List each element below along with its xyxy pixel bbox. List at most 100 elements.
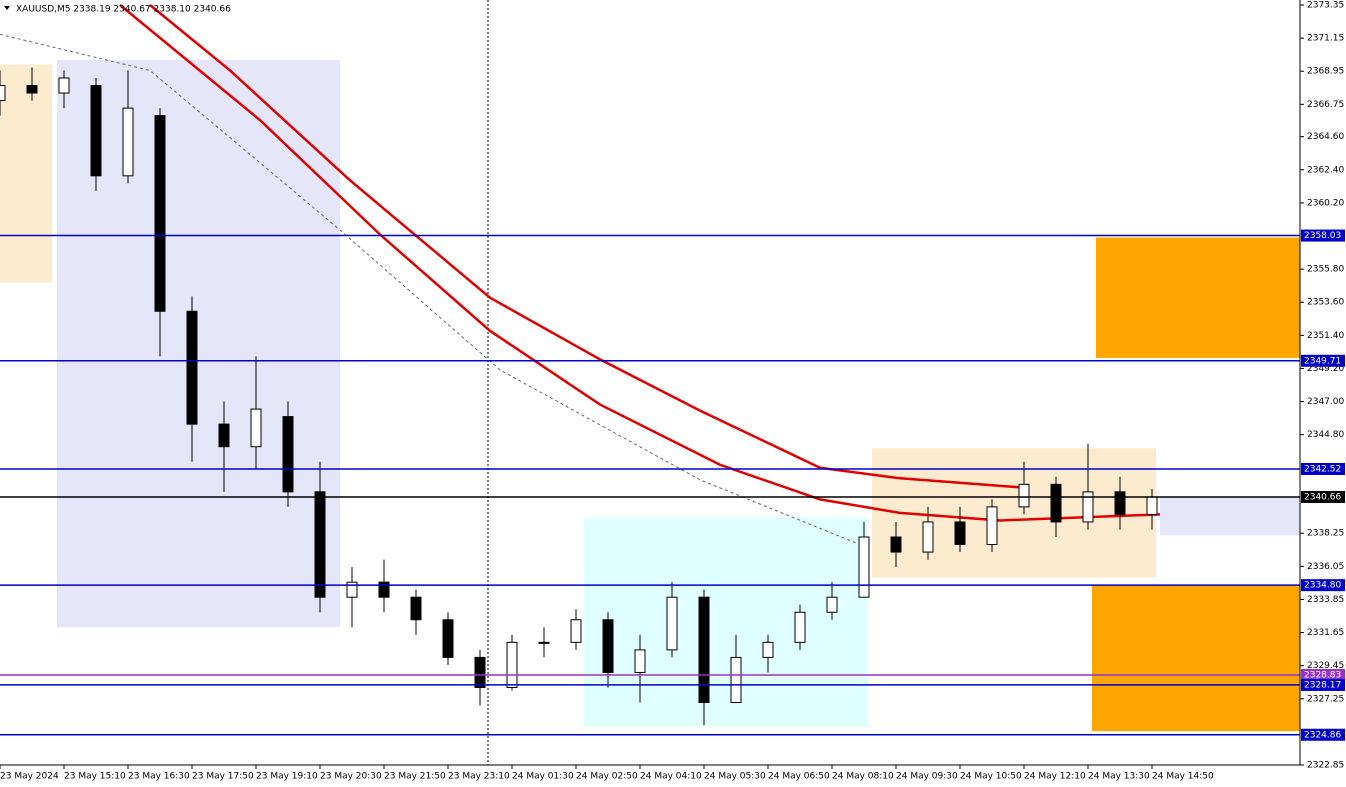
y-tick-label: 2360.20 (1307, 198, 1344, 208)
candle-body (1146, 496, 1158, 515)
price-level-tag (1301, 728, 1345, 741)
price-level-label: 2358.03 (1304, 231, 1341, 241)
plot-area (0, 0, 1300, 765)
candle-body (378, 581, 390, 598)
y-tick-label: 2333.85 (1307, 595, 1344, 605)
price-level-tag (1301, 579, 1345, 592)
candle-body (762, 641, 774, 658)
zone (1096, 237, 1300, 358)
y-tick-label: 2344.80 (1307, 430, 1344, 440)
y-tick-label: 2362.40 (1307, 165, 1344, 175)
y-tick-label: 2371.15 (1307, 34, 1344, 44)
x-tick-label: 23 May 2024 (0, 772, 59, 782)
candle-body (186, 310, 198, 425)
chart-title: XAUUSD,M5 2338.19 2340.67 2338.10 2340.6… (16, 5, 231, 15)
candle-body (474, 656, 486, 688)
zone (1160, 496, 1300, 536)
candle-body (570, 619, 582, 643)
x-tick-label: 23 May 19:10 (256, 772, 318, 782)
y-tick-label: 2355.80 (1307, 265, 1344, 275)
x-tick-label: 23 May 23:10 (448, 772, 510, 782)
candle-body (602, 619, 614, 673)
candle-body (634, 649, 646, 673)
x-tick-label: 23 May 20:30 (320, 772, 382, 782)
price-level-label: 2328.83 (1304, 671, 1341, 681)
price-level-tag (1301, 678, 1345, 691)
y-tick-label: 2351.40 (1307, 331, 1344, 341)
y-tick-label: 2331.65 (1307, 628, 1344, 638)
price-level-tag (1301, 229, 1345, 242)
x-tick-label: 24 May 10:50 (960, 772, 1022, 782)
price-level-label: 2340.66 (1304, 492, 1341, 502)
candle-body (218, 423, 230, 448)
y-tick-label: 2338.25 (1307, 529, 1344, 539)
candle-body (282, 416, 294, 493)
candle-body (922, 521, 934, 553)
price-level-label: 2342.52 (1304, 464, 1341, 474)
candle-body (0, 85, 6, 102)
x-tick-label: 23 May 21:50 (384, 772, 446, 782)
candle-body (954, 521, 966, 546)
x-tick-label: 24 May 13:30 (1088, 772, 1150, 782)
candle-body (826, 596, 838, 613)
zone (872, 448, 1156, 578)
y-tick-label: 2353.60 (1307, 298, 1344, 308)
zone (0, 64, 52, 283)
candle-body (890, 536, 902, 553)
candle-body (730, 656, 742, 704)
candle-body (58, 77, 70, 94)
y-tick-label: 2327.25 (1307, 694, 1344, 704)
x-tick-label: 24 May 14:50 (1152, 772, 1214, 782)
candle-body (250, 408, 262, 448)
candle-body (314, 491, 326, 598)
moving-average (119, 4, 1161, 522)
candle-body (858, 536, 870, 598)
zone (57, 59, 340, 628)
y-tick-label: 2347.00 (1307, 397, 1344, 407)
x-tick-label: 24 May 06:50 (768, 772, 830, 782)
candle-body (122, 107, 134, 177)
y-tick-label: 2364.60 (1307, 132, 1344, 142)
y-tick-label: 2368.95 (1307, 67, 1344, 77)
candle-body (442, 619, 454, 658)
zone (584, 517, 868, 727)
candle-body (794, 611, 806, 643)
x-tick-label: 24 May 05:30 (704, 772, 766, 782)
price-level-tag (1301, 669, 1345, 682)
menu-arrow[interactable] (4, 6, 10, 10)
x-tick-label: 24 May 12:10 (1024, 772, 1086, 782)
x-tick-label: 24 May 09:30 (896, 772, 958, 782)
price-level-label: 2324.86 (1304, 730, 1341, 740)
price-level-label: 2334.80 (1304, 581, 1341, 591)
price-level-tag (1301, 462, 1345, 475)
price-level-tag (1301, 490, 1345, 503)
price-level-label: 2349.71 (1304, 356, 1341, 366)
price-level-tag (1301, 354, 1345, 367)
zone (1092, 585, 1300, 732)
x-tick-label: 23 May 17:50 (192, 772, 254, 782)
y-tick-label: 2373.35 (1307, 1, 1344, 11)
candle-body (538, 641, 550, 644)
x-tick-label: 24 May 02:50 (576, 772, 638, 782)
y-tick-label: 2349.20 (1307, 364, 1344, 374)
candle-body (154, 115, 166, 312)
y-tick-label: 2336.05 (1307, 562, 1344, 572)
y-tick-label: 2322.85 (1307, 761, 1344, 771)
candle-body (506, 641, 518, 688)
candle-body (1018, 483, 1030, 508)
candle-body (1050, 483, 1062, 523)
y-tick-label: 2329.45 (1307, 661, 1344, 671)
y-tick-label: 2366.75 (1307, 100, 1344, 110)
moving-average (0, 33, 861, 545)
x-tick-label: 24 May 04:10 (640, 772, 702, 782)
price-level-label: 2328.17 (1304, 680, 1341, 690)
x-tick-label: 24 May 08:10 (832, 772, 894, 782)
candle-body (986, 506, 998, 546)
moving-average (149, 4, 1021, 489)
candle-body (26, 85, 38, 94)
x-tick-label: 24 May 01:30 (512, 772, 574, 782)
candle-body (666, 596, 678, 651)
candle-body (1114, 491, 1126, 515)
candle-body (410, 596, 422, 621)
